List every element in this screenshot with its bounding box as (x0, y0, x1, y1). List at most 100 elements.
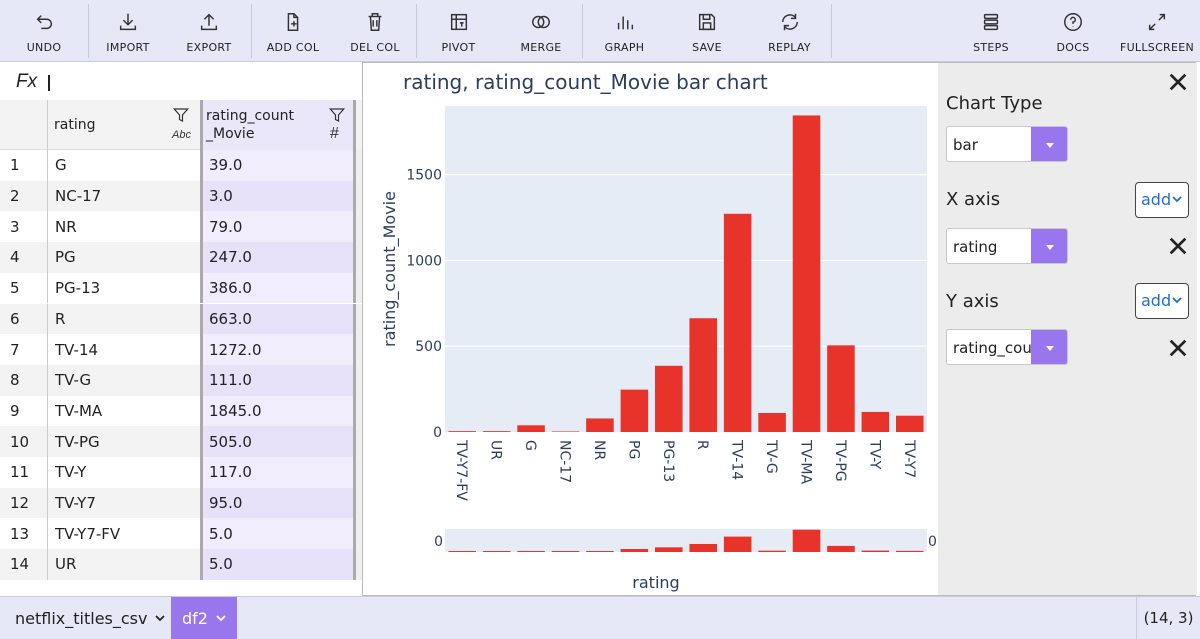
formula-bar[interactable]: Fx (0, 62, 362, 100)
cell-rating[interactable]: TV-Y (47, 457, 200, 488)
fullscreen-button[interactable]: FULLSCREEN (1114, 0, 1200, 62)
column-header-rating-count-movie[interactable]: rating_count _Movie # (200, 100, 353, 150)
import-label: IMPORT (106, 41, 150, 54)
cell-rating-count-movie[interactable]: 1845.0 (200, 395, 353, 427)
range-slider-bar (861, 550, 890, 552)
export-button[interactable]: EXPORT (167, 0, 251, 62)
cell-rating-count-movie[interactable]: 117.0 (200, 457, 353, 488)
column-header-truncated[interactable] (353, 100, 362, 150)
cell-rating-count-movie[interactable]: 505.0 (200, 426, 353, 457)
cell-rating[interactable]: TV-PG (47, 426, 200, 457)
row-index[interactable]: 10 (10, 432, 30, 451)
cell-rating-count-movie[interactable]: 1272.0 (200, 334, 353, 365)
add-col-button[interactable]: ADD COL (252, 0, 334, 62)
cell-rating-count-movie[interactable]: 39.0 (200, 150, 353, 181)
cell-rating[interactable]: NR (47, 211, 200, 243)
cell-truncated[interactable] (353, 180, 362, 212)
row-index[interactable]: 6 (10, 309, 20, 328)
x-axis-select[interactable]: rating (946, 228, 1068, 264)
chart-type-select[interactable]: bar (946, 126, 1068, 162)
cell-truncated[interactable] (353, 211, 362, 243)
x-tick-label: TV-MA (798, 439, 814, 484)
save-button[interactable]: SAVE (666, 0, 748, 62)
table-row: 11 TV-Y 117.0 (0, 457, 362, 488)
merge-button[interactable]: MERGE (500, 0, 582, 62)
cell-rating-count-movie[interactable]: 3.0 (200, 180, 353, 212)
cell-truncated[interactable] (353, 303, 362, 335)
remove-x-axis-button[interactable] (1167, 235, 1189, 257)
x-axis-add-button[interactable]: add (1135, 182, 1189, 218)
cell-rating[interactable]: NC-17 (47, 180, 200, 212)
chevron-down-icon[interactable] (1031, 330, 1067, 364)
cell-truncated[interactable] (353, 487, 362, 519)
sheet-tab-netflix-titles[interactable]: netflix_titles_csv (0, 597, 171, 639)
cell-rating[interactable]: PG (47, 242, 200, 273)
chevron-down-icon[interactable] (1031, 127, 1067, 161)
cell-truncated[interactable] (353, 242, 362, 273)
cell-truncated[interactable] (353, 549, 362, 580)
cell-rating[interactable]: TV-G (47, 364, 200, 396)
cell-rating-count-movie[interactable]: 663.0 (200, 303, 353, 335)
cell-rating-count-movie[interactable]: 79.0 (200, 211, 353, 243)
bar-chart-icon (617, 16, 633, 30)
cell-rating-count-movie[interactable]: 386.0 (200, 272, 353, 304)
column-header-rating[interactable]: rating Abc (47, 100, 200, 150)
range-slider-bar (896, 550, 924, 552)
sheet-tab-df2[interactable]: df2 (171, 597, 237, 639)
cell-rating[interactable]: TV-Y7 (47, 487, 200, 519)
remove-y-axis-button[interactable] (1167, 337, 1189, 359)
cell-rating-count-movie[interactable]: 111.0 (200, 364, 353, 396)
cell-rating-count-movie[interactable]: 95.0 (200, 487, 353, 519)
row-index[interactable]: 4 (10, 248, 20, 267)
chevron-down-icon[interactable] (1031, 229, 1067, 263)
cell-truncated[interactable] (353, 518, 362, 550)
y-axis-add-button[interactable]: add (1135, 283, 1189, 319)
y-axis-select[interactable]: rating_count_Movie (946, 329, 1068, 365)
cell-truncated[interactable] (353, 426, 362, 457)
row-index[interactable]: 2 (10, 187, 20, 206)
cell-truncated[interactable] (353, 395, 362, 427)
bar (792, 115, 821, 433)
cell-truncated[interactable] (353, 457, 362, 488)
export-label: EXPORT (186, 41, 232, 54)
close-popup-button[interactable] (1167, 71, 1189, 93)
row-index[interactable]: 3 (10, 217, 20, 236)
row-index[interactable]: 14 (10, 555, 30, 574)
filter-icon[interactable] (172, 106, 190, 124)
pivot-button[interactable]: PIVOT (417, 0, 500, 62)
cell-rating[interactable]: UR (47, 549, 200, 580)
cell-truncated[interactable] (353, 272, 362, 304)
cell-rating[interactable]: TV-Y7-FV (47, 518, 200, 550)
row-index[interactable]: 5 (10, 279, 20, 298)
row-index[interactable]: 1 (10, 156, 20, 175)
row-index[interactable]: 8 (10, 371, 20, 390)
cell-truncated[interactable] (353, 334, 362, 365)
filter-icon[interactable] (328, 106, 346, 124)
cell-rating[interactable]: TV-14 (47, 334, 200, 365)
row-index[interactable]: 7 (10, 340, 20, 359)
cell-rating[interactable]: PG-13 (47, 272, 200, 304)
row-index[interactable]: 12 (10, 494, 30, 513)
import-button[interactable]: IMPORT (89, 0, 167, 62)
cell-rating-count-movie[interactable]: 247.0 (200, 242, 353, 273)
steps-button[interactable]: STEPS (950, 0, 1032, 62)
cell-rating[interactable]: G (47, 150, 200, 181)
toolbar: UNDO IMPORT EXPORT ADD COL DEL COL PIVOT… (0, 0, 1200, 62)
del-col-button[interactable]: DEL COL (334, 0, 416, 62)
cell-rating[interactable]: TV-MA (47, 395, 200, 427)
bar (551, 431, 580, 432)
row-index[interactable]: 11 (10, 463, 30, 482)
cell-rating-count-movie[interactable]: 5.0 (200, 518, 353, 550)
close-icon (1169, 237, 1187, 255)
cell-rating-count-movie[interactable]: 5.0 (200, 549, 353, 580)
undo-button[interactable]: UNDO (0, 0, 88, 62)
cell-truncated[interactable] (353, 150, 362, 181)
fx-label: Fx (16, 71, 38, 92)
graph-button[interactable]: GRAPH (583, 0, 666, 62)
cell-truncated[interactable] (353, 364, 362, 396)
replay-button[interactable]: REPLAY (748, 0, 831, 62)
docs-button[interactable]: DOCS (1032, 0, 1114, 62)
row-index[interactable]: 13 (10, 524, 30, 543)
cell-rating[interactable]: R (47, 303, 200, 335)
row-index[interactable]: 9 (10, 401, 20, 420)
